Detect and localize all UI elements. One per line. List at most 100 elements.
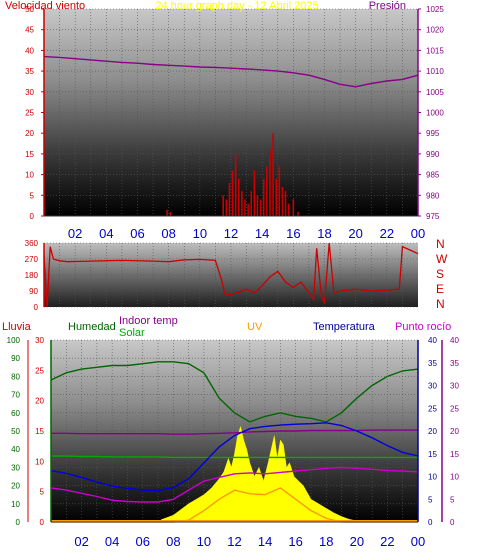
hour-label: 16 (288, 534, 302, 549)
compass-label: S (436, 267, 444, 281)
pressure-tick-label: 990 (426, 150, 440, 159)
direction-tick-label: 270 (25, 255, 39, 264)
temperature-tick-label: 30 (428, 382, 437, 391)
wind-direction-series (43, 242, 419, 308)
humidity-tick-label: 100 (7, 336, 21, 345)
hour-label: 16 (286, 226, 300, 241)
solar-legend: Solar (119, 327, 145, 339)
compass-label: N (436, 237, 445, 251)
hour-label: 14 (255, 226, 269, 241)
wind-tick-label: 25 (25, 109, 34, 118)
wind-direction-tick-labels: 0 90 180 270 360 (25, 239, 39, 312)
solar-series-line (51, 455, 418, 459)
dewpoint-tick-label: 35 (450, 359, 459, 368)
hour-label: 20 (350, 534, 364, 549)
direction-tick-label: 0 (34, 303, 39, 312)
humidity-tick-label: 70 (11, 391, 20, 400)
wind-direction-line (43, 242, 419, 308)
hour-label: 18 (317, 226, 331, 241)
compass-label: N (436, 297, 445, 311)
temperature-tick-label: 20 (428, 427, 437, 436)
dewpoint-tick-label: 25 (450, 404, 459, 413)
humidity-tick-label: 60 (11, 409, 20, 418)
hour-label: 06 (130, 226, 144, 241)
wind-axis-label: Velocidad viento (5, 0, 85, 12)
rain-tick-label: 10 (35, 457, 44, 466)
wind-pressure-series (43, 55, 419, 216)
wind-tick-label: 10 (25, 171, 34, 180)
temperature-tick-label: 5 (428, 495, 433, 504)
hour-label: 04 (99, 226, 113, 241)
hour-label: 10 (193, 226, 207, 241)
hour-label: 08 (166, 534, 180, 549)
direction-tick-label: 360 (25, 239, 39, 248)
rain-tick-labels: 0 5 10 15 20 25 30 (35, 336, 44, 527)
pressure-tick-labels: 975 980 985 990 995 1000 1005 1010 1015 1020 1025 (418, 5, 444, 221)
wind-tick-label: 0 (30, 212, 35, 221)
uv-legend: UV (247, 321, 263, 333)
humidity-legend: Humedad (68, 321, 116, 333)
rain-tick-label: 20 (35, 397, 44, 406)
hour-label: 18 (319, 534, 333, 549)
temperature-tick-label: 25 (428, 404, 437, 413)
temperature-tick-labels: 0 5 10 15 20 25 30 35 40 (428, 336, 437, 527)
dewpoint-tick-label: 40 (450, 336, 459, 345)
hour-label: 10 (197, 534, 211, 549)
hour-label: 22 (380, 226, 394, 241)
dewpoint-tick-label: 0 (450, 518, 455, 527)
wind-direction-grid (44, 242, 418, 308)
wind-tick-label: 20 (25, 129, 34, 138)
rain-tick-label: 30 (35, 336, 44, 345)
rain-tick-label: 0 (40, 518, 45, 527)
dewpoint-series-line (50, 466, 419, 503)
pressure-axis-label: Presión (369, 0, 406, 12)
compass-label: W (436, 252, 448, 266)
temperature-tick-label: 0 (428, 518, 433, 527)
rain-tick-label: 5 (40, 488, 45, 497)
wind-tick-label: 50 (25, 5, 34, 14)
hour-label: 12 (227, 534, 241, 549)
humidity-tick-labels: 0 10 20 30 40 50 60 70 80 90 100 (7, 336, 21, 527)
humidity-tick-label: 80 (11, 372, 20, 381)
direction-tick-label: 180 (25, 271, 39, 280)
hour-label: 02 (68, 226, 82, 241)
rain-tick-label: 15 (35, 427, 44, 436)
humidity-tick-label: 20 (11, 482, 20, 491)
humidity-series-line (50, 361, 419, 423)
hour-label: 22 (380, 534, 394, 549)
pressure-tick-label: 1000 (426, 109, 444, 118)
pressure-tick-label: 975 (426, 212, 440, 221)
pressure-tick-label: 985 (426, 171, 440, 180)
dewpoint-tick-label: 5 (450, 495, 455, 504)
dewpoint-legend: Punto rocío (395, 321, 451, 333)
chart-title: 24 hour graph day - 12 Abril 2025 (155, 0, 318, 12)
indoor-temp-legend: Indoor temp (119, 315, 178, 327)
hour-labels-bottom: 02 04 06 08 10 12 14 16 18 20 22 00 (74, 534, 425, 549)
hour-label: 00 (411, 534, 425, 549)
dewpoint-tick-label: 30 (450, 382, 459, 391)
wind-tick-label: 40 (25, 46, 34, 55)
wind-tick-label: 35 (25, 67, 34, 76)
pressure-tick-label: 1025 (426, 5, 444, 14)
temperature-tick-label: 35 (428, 359, 437, 368)
pressure-tick-label: 1015 (426, 46, 444, 55)
hour-label: 20 (348, 226, 362, 241)
temperature-tick-label: 10 (428, 473, 437, 482)
dewpoint-tick-label: 15 (450, 450, 459, 459)
pressure-tick-label: 1010 (426, 67, 444, 76)
rain-tick-label: 25 (35, 366, 44, 375)
direction-tick-label: 90 (29, 287, 38, 296)
hour-label: 14 (258, 534, 272, 549)
compass-label: E (436, 282, 444, 296)
dewpoint-tick-labels: 0 5 10 15 20 25 30 35 40 (450, 336, 459, 527)
wind-tick-labels: 0 5 10 15 20 25 30 35 40 45 50 (25, 5, 44, 221)
humidity-tick-label: 0 (16, 518, 21, 527)
hour-label: 06 (136, 534, 150, 549)
hour-label: 00 (411, 226, 425, 241)
wind-tick-label: 5 (30, 191, 35, 200)
hour-label: 12 (224, 226, 238, 241)
wind-tick-label: 30 (25, 88, 34, 97)
temperature-series-line (50, 422, 419, 492)
humidity-tick-label: 90 (11, 354, 20, 363)
